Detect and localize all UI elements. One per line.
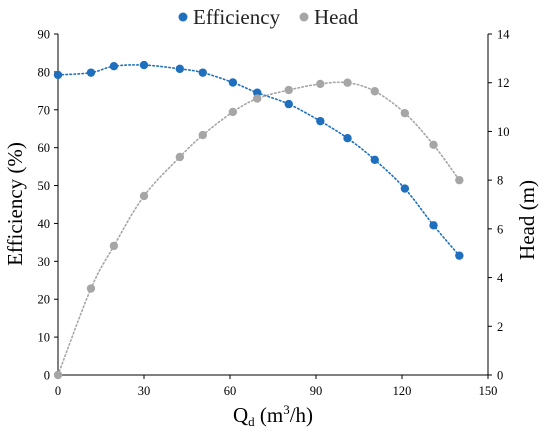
data-point-head [198,130,207,140]
data-point-efficiency [198,68,207,77]
data-point-head [284,85,293,95]
data-point-efficiency [109,62,119,71]
y-axis-title-left: Efficiency (%) [3,142,27,266]
y-axis-title-right: Head (m) [515,180,539,260]
data-point-head [455,175,464,185]
x-axis-title-units-b: /h) [290,403,313,427]
data-point-efficiency [53,70,63,80]
data-point-head [370,87,379,96]
data-point-efficiency [253,88,262,97]
x-axis-title-units-a: (m [255,403,284,427]
data-point-efficiency [370,155,379,164]
y-left-tick-label: 60 [38,141,51,155]
legend-label-head: Head [314,5,359,29]
data-point-efficiency [228,78,238,87]
y-left-tick-label: 30 [38,255,51,269]
data-point-head [400,108,410,118]
x-axis-title-subscript: d [248,414,255,429]
data-point-head [316,79,325,89]
legend-marker-efficiency [178,12,188,22]
legend-label-efficiency: Efficiency [193,5,281,29]
series-lines [57,64,461,376]
y-right-tick-label: 12 [497,76,510,90]
x-tick-label: 60 [224,384,237,398]
x-tick-label: 90 [310,384,323,398]
data-point-efficiency [284,99,293,109]
x-axis-title: Qd (m3/h) [233,402,313,429]
plot-frame [57,34,489,376]
data-point-efficiency [139,60,149,70]
x-axis-title-superscript: 3 [283,402,290,417]
x-tick-label: 120 [393,384,412,398]
data-point-head [343,78,352,87]
y-left-tick-label: 0 [44,369,50,383]
x-tick-label: 30 [138,384,151,398]
data-point-head [109,241,119,251]
data-point-efficiency [343,133,352,143]
data-point-efficiency [455,251,464,260]
x-tick-label: 150 [479,384,498,398]
y-right-tick-label: 4 [497,271,504,285]
y-right-tick-label: 8 [497,174,503,188]
y-left-tick-label: 20 [38,293,51,307]
series-line-head [57,81,461,376]
y-left-tick-label: 40 [38,217,51,231]
y-left-tick-label: 10 [38,331,51,345]
data-point-head [253,94,262,103]
y-left-tick-label: 70 [38,103,51,117]
y-left-tick-label: 80 [38,65,51,79]
data-point-efficiency [86,68,96,77]
ticks-layer: 0 30 60 90 120 150010203040506070809002468101… [38,28,511,399]
y-right-tick-label: 10 [497,125,510,139]
y-right-tick-label: 0 [497,369,503,383]
data-point-head [429,140,438,150]
data-point-efficiency [175,64,185,74]
data-point-efficiency [400,184,410,193]
series-points [53,60,464,380]
y-right-tick-label: 14 [497,28,510,42]
y-left-tick-label: 90 [38,28,51,42]
y-right-tick-label: 2 [497,320,503,334]
x-axis-title-main: Q [233,403,248,427]
data-point-head [139,191,149,201]
data-point-head [175,152,185,162]
legend: Efficiency Head [178,5,359,29]
legend-marker-head [299,12,309,22]
data-point-efficiency [316,116,325,126]
y-right-tick-label: 6 [497,222,503,236]
data-point-head [86,284,96,293]
data-point-efficiency [429,221,438,230]
data-point-head [228,107,238,117]
y-left-tick-label: 50 [38,179,51,193]
data-point-head [53,370,63,380]
x-tick-label: 0 [55,384,61,398]
